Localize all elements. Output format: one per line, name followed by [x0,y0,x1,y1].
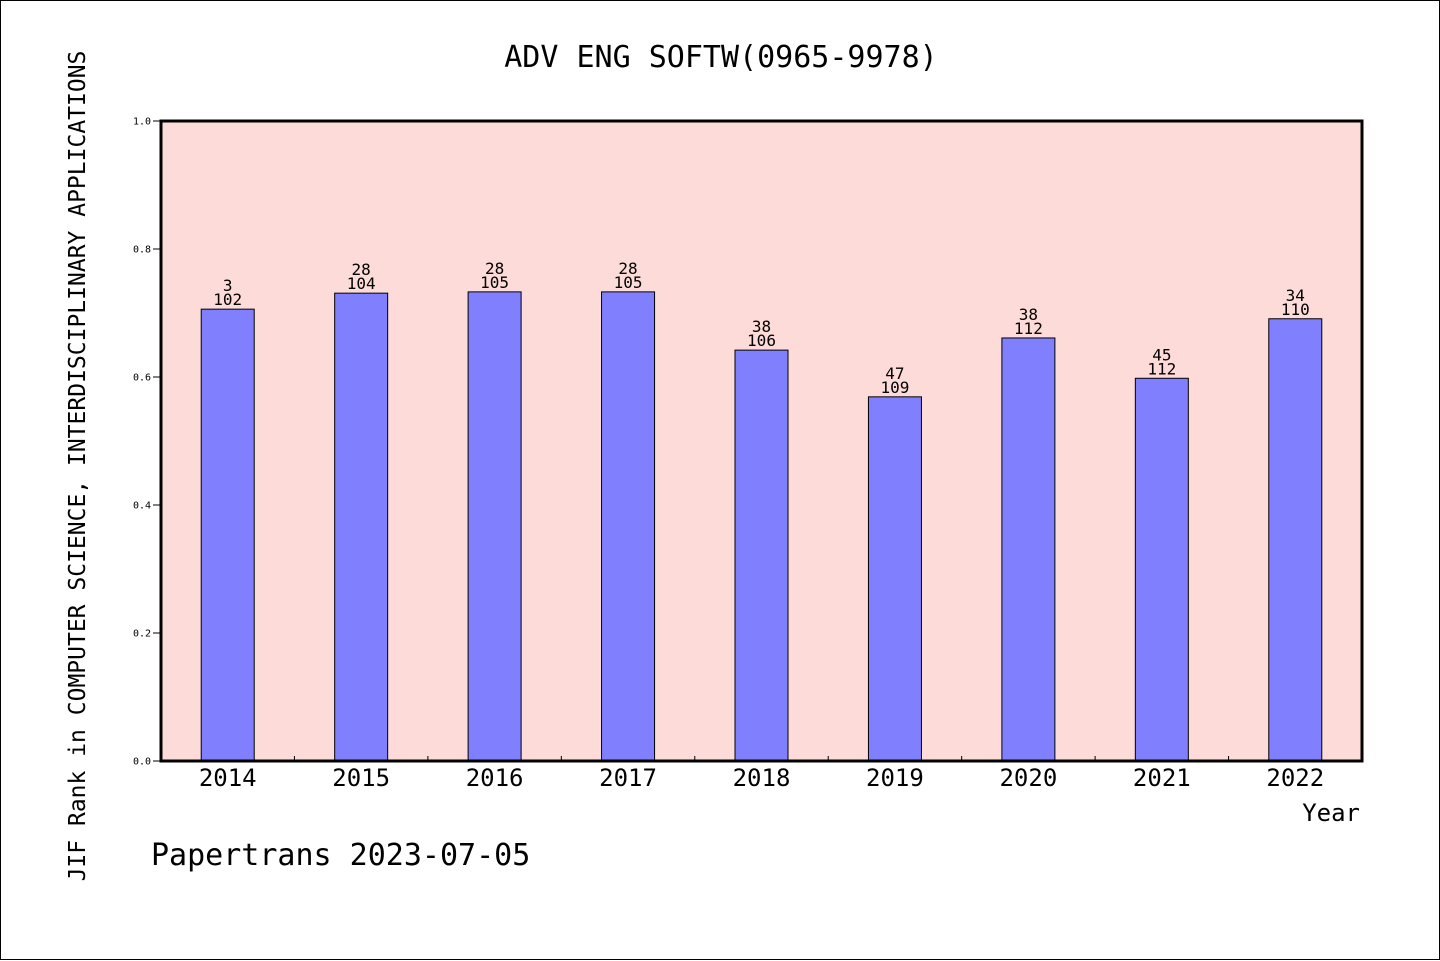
bar [1001,337,1056,762]
bar [334,292,389,762]
bars-group [200,291,1323,762]
bar [867,396,922,762]
y-axis-label: JIF Rank in COMPUTER SCIENCE, INTERDISCI… [65,51,91,882]
x-axis-label: Year [1302,799,1360,827]
x-tick-label: 2022 [1266,764,1324,792]
y-tick-label: 0.6 [133,373,151,384]
bar-rank-label: 28 [352,260,371,279]
x-tick-label: 2019 [866,764,924,792]
bar-total-label: 105 [480,273,509,292]
bar-total-label: 106 [747,331,776,350]
bar [601,291,656,762]
bar-total-label: 105 [614,273,643,292]
x-tick-label: 2015 [332,764,390,792]
x-tick-label: 2017 [599,764,657,792]
bar-rank-label: 38 [1019,305,1038,324]
bar-total-label: 110 [1281,300,1310,319]
bar [467,291,522,762]
x-tick-label: 2020 [999,764,1057,792]
bar-total-label: 102 [213,290,242,309]
bar [200,308,255,762]
x-tick-label: 2016 [466,764,524,792]
y-tick-label: 0.8 [133,245,151,256]
y-axis: 0.0 0.2 0.4 0.6 0.8 1.0 [133,117,161,768]
bar-rank-label: 28 [485,259,504,278]
x-axis: 2014 2015 2016 2017 2018 2019 2020 2021 2022 [199,756,1324,792]
chart-title: ADV ENG SOFTW(0965-9978) [504,40,937,75]
bar-rank-label: 34 [1286,286,1305,305]
data-labels-group: 3102281042810528105381064710938112451123… [213,259,1309,397]
y-tick-label: 1.0 [133,117,151,128]
x-tick-label: 2021 [1133,764,1191,792]
bar [1268,318,1323,762]
footer-source-date: Papertrans 2023-07-05 [151,838,530,873]
bar-rank-label: 38 [752,317,771,336]
bar-rank-label: 47 [885,364,904,383]
y-tick-label: 0.0 [133,757,151,768]
bar-rank-label: 45 [1152,345,1171,364]
bar-rank-label: 3 [223,276,233,295]
bar [734,349,789,762]
bar [1134,377,1189,762]
x-tick-label: 2018 [733,764,791,792]
bar-total-label: 112 [1014,319,1043,338]
bar-total-label: 109 [880,378,909,397]
y-tick-label: 0.2 [133,629,151,640]
plot-border [159,119,1364,763]
bar-total-label: 104 [347,274,376,293]
x-tick-label: 2014 [199,764,257,792]
bar-rank-label: 28 [618,259,637,278]
y-tick-label: 0.4 [133,501,151,512]
bar-total-label: 112 [1147,359,1176,378]
